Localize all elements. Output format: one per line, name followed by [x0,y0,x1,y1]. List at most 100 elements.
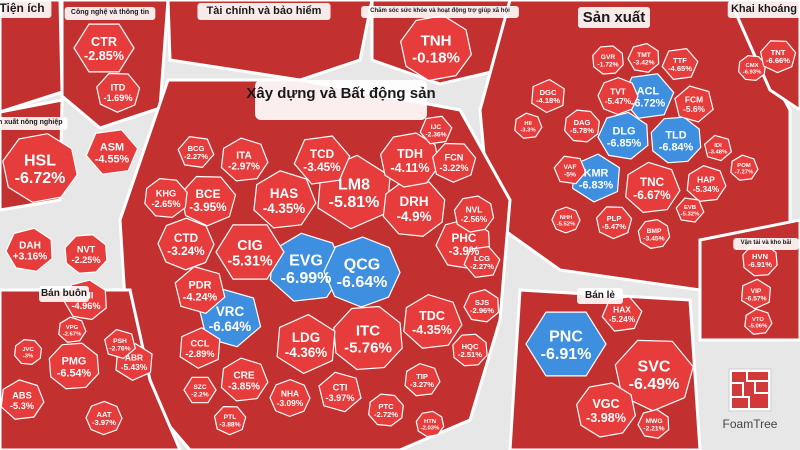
cell-ptc[interactable] [368,393,404,427]
ticker-label-ctr: CTR [91,35,117,49]
cell-itd[interactable] [96,72,141,113]
cell-bmp[interactable] [637,218,671,250]
cell-tdc[interactable] [403,293,463,349]
change-label-bmp: -3.45% [643,235,664,242]
cell-cti[interactable] [318,371,362,413]
change-label-ccl: -2.89% [185,349,214,359]
cell-plp[interactable] [595,206,633,240]
ticker-label-evg: EVG [289,253,323,270]
change-label-tni: -4.96% [71,301,100,311]
change-label-ita: -2.97% [228,162,260,173]
cell-vto[interactable] [744,308,773,335]
cell-hii[interactable] [514,112,543,139]
change-label-phc: -3.9% [449,244,480,258]
ticker-label-lm8: LM8 [338,177,370,194]
ticker-label-idi: IDI [714,143,722,149]
cell-tvt[interactable] [597,76,639,116]
ticker-label-tnt: TNT [771,48,786,57]
ticker-label-tnh: TNH [420,33,451,50]
cell-gvr[interactable] [592,45,624,75]
ticker-label-acl: ACL [637,85,660,97]
cell-drh[interactable] [382,179,446,237]
change-label-dlg: -6.85% [607,137,642,149]
cell-ttf[interactable] [661,47,699,81]
ticker-label-jvc: JVC [22,347,34,353]
cell-dgc[interactable] [531,78,565,114]
cell-tmt[interactable] [627,42,660,73]
cell-svc[interactable] [614,339,694,412]
cell-ijc[interactable] [419,115,453,145]
cell-htn[interactable] [415,410,445,438]
cell-pmg[interactable] [48,342,100,390]
change-label-tdc: -4.35% [412,323,452,337]
ticker-label-pnc: PNC [549,329,583,346]
change-label-dgc: -4.18% [536,96,560,105]
cell-pdr[interactable] [174,266,226,314]
cell-tip[interactable] [404,362,441,397]
change-label-tip: -3.27% [410,380,434,389]
ticker-label-ccl: CCL [191,339,210,349]
cell-qcg[interactable] [323,236,401,308]
cell-pom[interactable] [730,154,759,181]
cell-nhh[interactable] [551,206,581,234]
cell-nha[interactable] [269,378,311,418]
cell-abs[interactable] [0,379,45,420]
ticker-label-nvt: NVT [77,245,96,255]
cell-dah[interactable] [5,227,53,272]
cell-ctd[interactable] [157,217,215,271]
cell-has[interactable] [253,170,317,229]
cell-hqc[interactable] [452,333,488,367]
cell-vaf[interactable] [553,155,587,185]
cell-dlg[interactable] [597,111,649,160]
ticker-label-bce: BCE [196,187,221,201]
cell-ldg[interactable] [276,313,336,375]
cell-hsl[interactable] [2,133,78,203]
cell-ccl[interactable] [179,327,221,369]
cell-ctr[interactable] [73,23,135,73]
ticker-label-sjs: SJS [475,298,489,307]
cell-psh[interactable] [104,328,136,360]
cell-pnc[interactable] [525,311,607,377]
sector-label-bg-10 [733,238,799,250]
cell-asm[interactable] [85,129,139,175]
cell-tcd[interactable] [293,135,351,185]
cell-acl[interactable] [621,73,675,119]
ticker-label-fcn: FCN [445,153,464,163]
cell-nvt[interactable] [64,234,108,274]
cell-ita[interactable] [220,137,269,182]
change-label-nha: -3.09% [277,398,304,408]
cell-tnc[interactable] [625,161,681,214]
cell-lcg[interactable] [463,245,501,279]
cell-mwg[interactable] [637,408,670,439]
ticker-label-pom: POM [737,163,751,169]
cell-tld[interactable] [650,116,702,164]
cell-evb[interactable] [675,197,705,223]
ticker-label-pdr: PDR [189,279,212,291]
change-label-hap: -5.34% [693,184,720,194]
cell-khg[interactable] [144,177,188,219]
cell-sjs[interactable] [463,289,500,323]
change-label-hqc: -2.51% [458,350,482,359]
change-label-lm8: -5.81% [329,194,380,211]
cell-cig[interactable] [215,224,285,280]
cell-fcm[interactable] [674,85,714,123]
cell-idi[interactable] [703,134,733,162]
cell-nvl[interactable] [453,195,495,233]
cell-bcg[interactable] [177,135,215,169]
cell-szc[interactable] [183,376,217,404]
cell-tnt[interactable] [759,40,797,74]
cell-aat[interactable] [85,400,123,436]
cell-dag[interactable] [564,109,600,143]
cell-vip[interactable] [740,278,772,310]
cell-fcn[interactable] [432,142,477,183]
cell-vpg[interactable] [58,316,87,343]
cell-itc[interactable] [333,305,403,371]
foamtree-logo-text: FoamTree [723,417,778,431]
cell-ptl[interactable] [213,405,247,436]
cell-vgc[interactable] [575,382,637,438]
ticker-label-gvr: GVR [601,54,616,61]
cell-bce[interactable] [180,175,237,227]
cell-tnh[interactable] [400,14,472,82]
cell-jvc[interactable] [13,338,43,366]
cell-cre[interactable] [220,357,269,402]
